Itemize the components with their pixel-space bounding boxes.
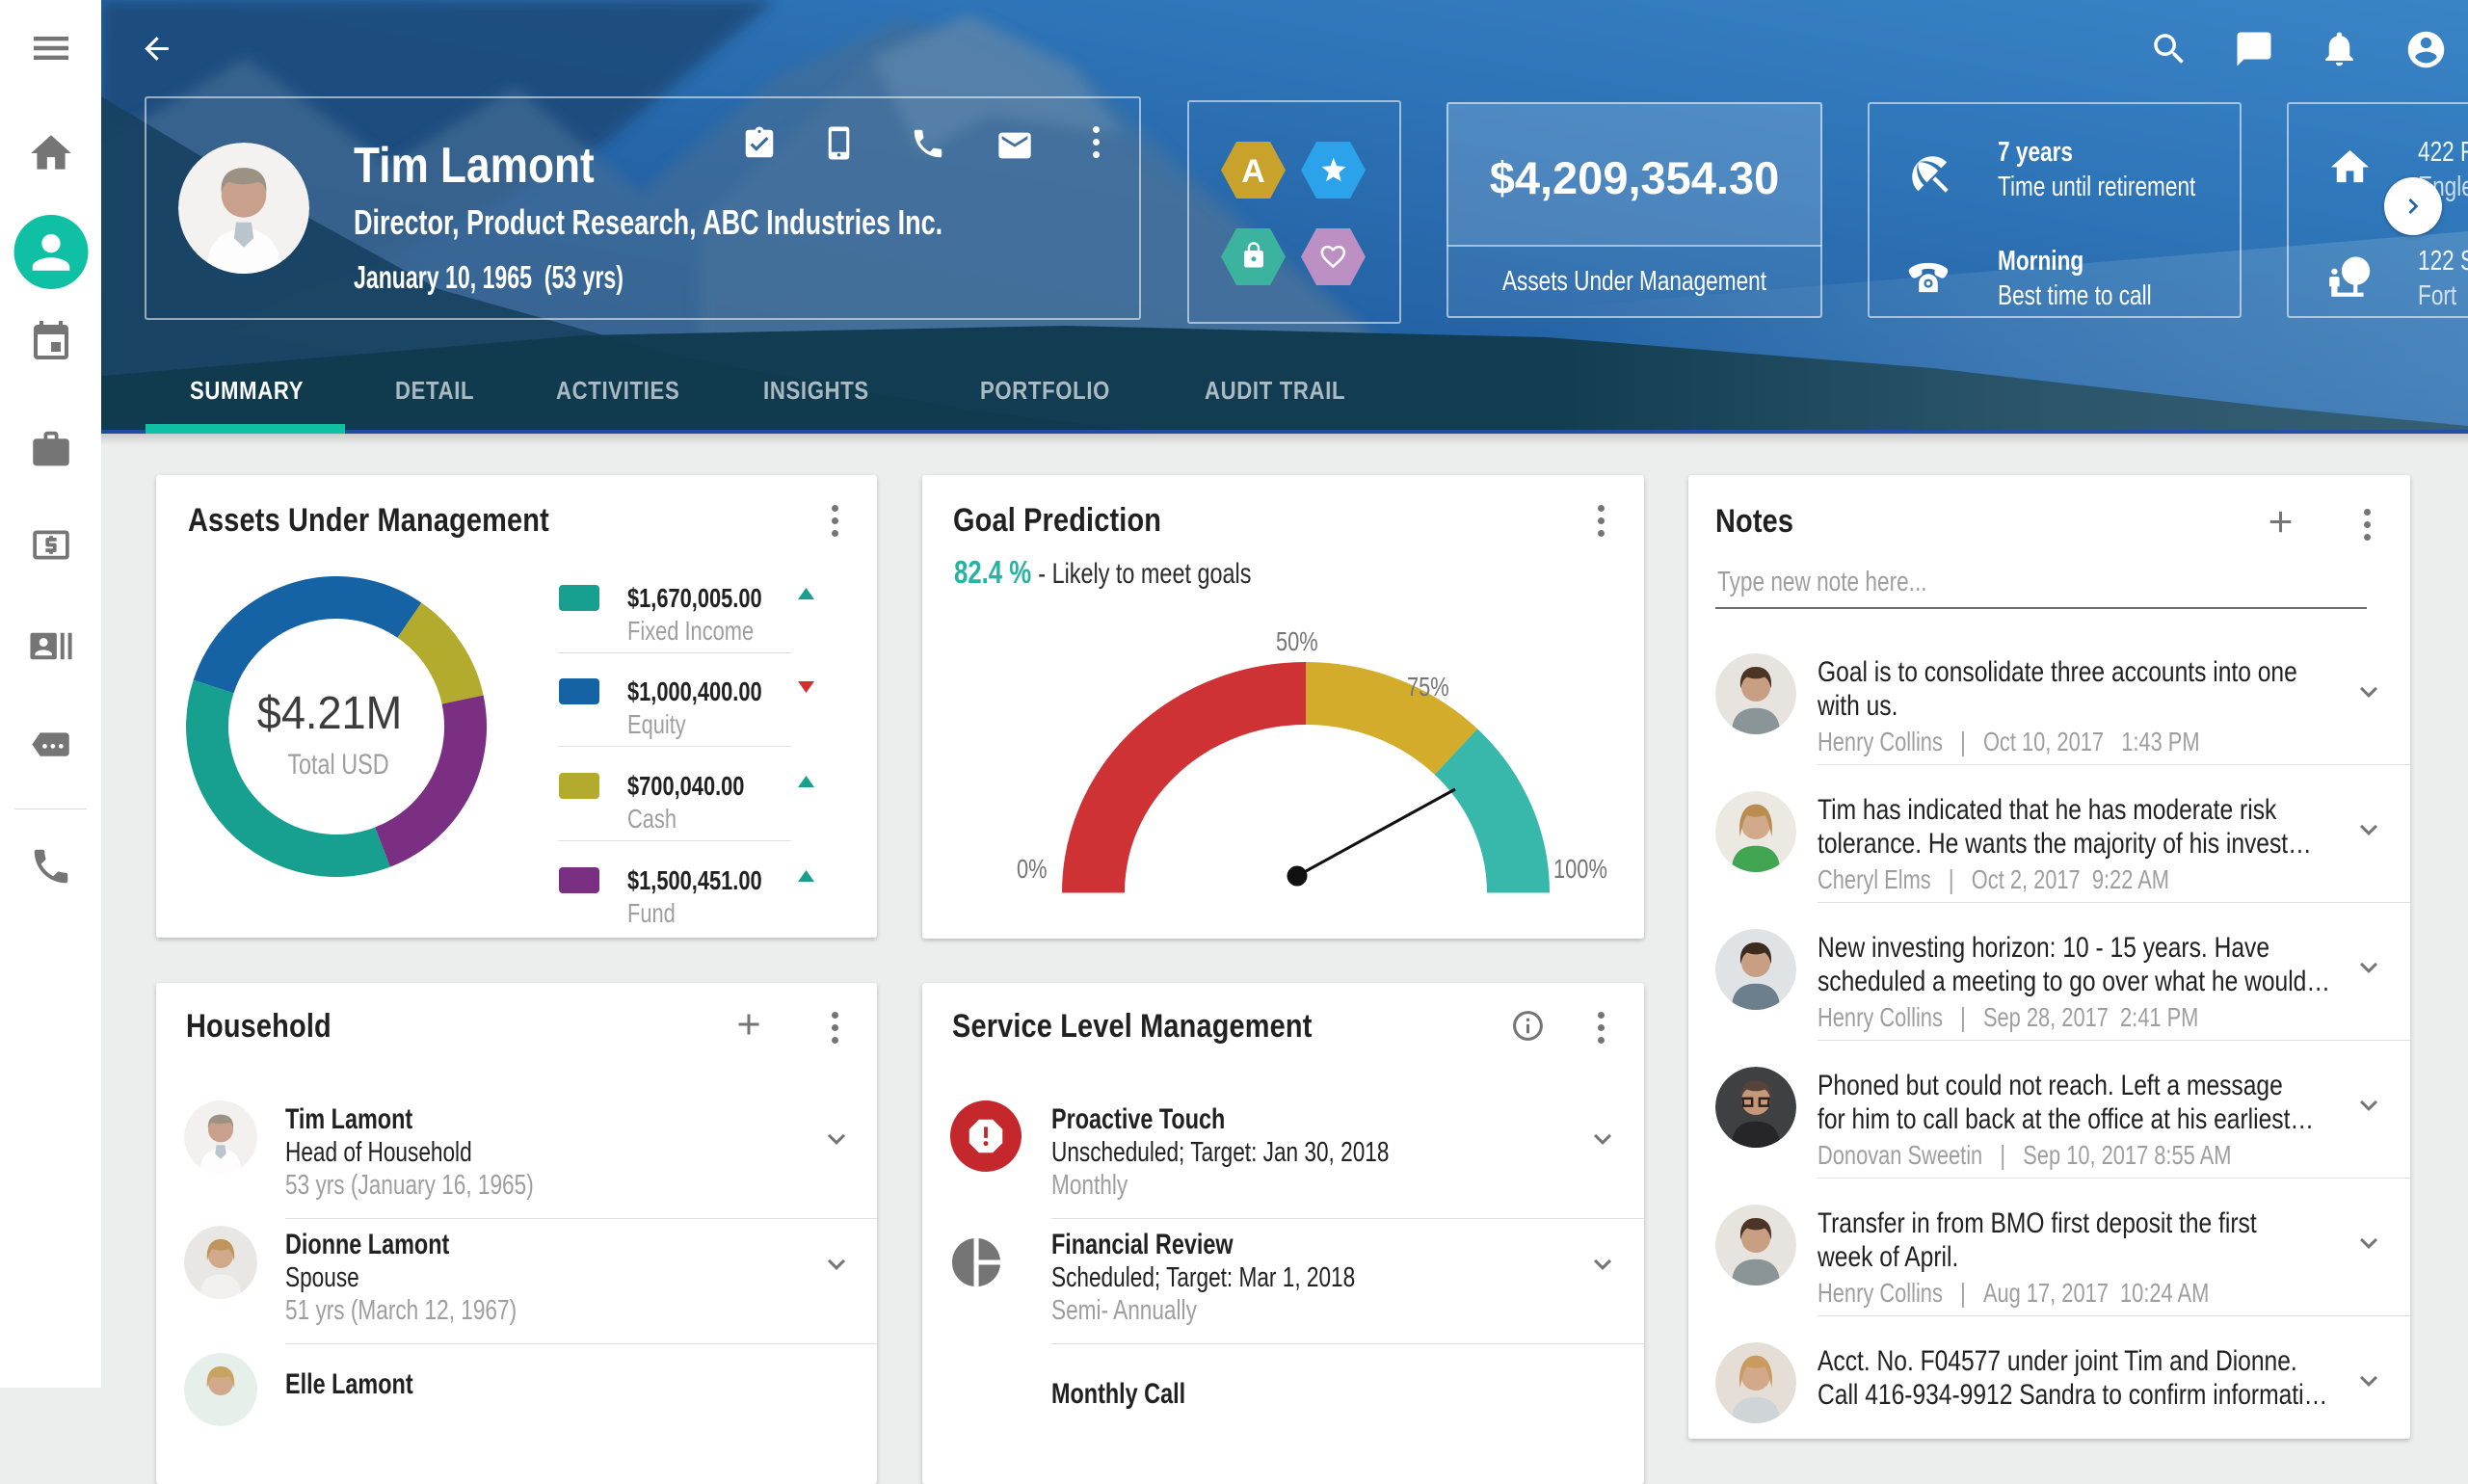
svg-text:A: A <box>1241 153 1265 190</box>
